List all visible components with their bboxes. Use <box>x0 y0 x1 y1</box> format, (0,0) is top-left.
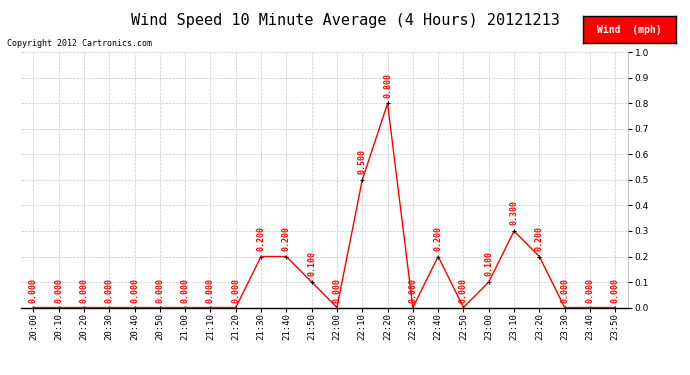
Text: 0.000: 0.000 <box>181 278 190 303</box>
Text: 0.000: 0.000 <box>408 278 417 303</box>
Text: 0.000: 0.000 <box>155 278 164 303</box>
Text: 0.000: 0.000 <box>333 278 342 303</box>
Text: 0.000: 0.000 <box>29 278 38 303</box>
Text: Wind Speed 10 Minute Average (4 Hours) 20121213: Wind Speed 10 Minute Average (4 Hours) 2… <box>130 13 560 28</box>
Text: 0.100: 0.100 <box>307 252 316 276</box>
Text: 0.200: 0.200 <box>282 226 291 251</box>
Text: 0.000: 0.000 <box>105 278 114 303</box>
Text: 0.000: 0.000 <box>54 278 63 303</box>
Text: 0.100: 0.100 <box>484 252 493 276</box>
Text: 0.200: 0.200 <box>535 226 544 251</box>
Text: 0.300: 0.300 <box>509 201 519 225</box>
Text: Copyright 2012 Cartronics.com: Copyright 2012 Cartronics.com <box>7 39 152 48</box>
Text: 0.000: 0.000 <box>611 278 620 303</box>
Text: 0.000: 0.000 <box>231 278 240 303</box>
Text: 0.000: 0.000 <box>130 278 139 303</box>
Text: 0.000: 0.000 <box>459 278 468 303</box>
Text: 0.200: 0.200 <box>433 226 443 251</box>
Text: 0.500: 0.500 <box>357 150 367 174</box>
Text: 0.800: 0.800 <box>383 73 392 98</box>
Text: 0.000: 0.000 <box>79 278 88 303</box>
Text: 0.200: 0.200 <box>257 226 266 251</box>
Text: Wind  (mph): Wind (mph) <box>598 25 662 34</box>
Text: 0.000: 0.000 <box>560 278 569 303</box>
Text: 0.000: 0.000 <box>206 278 215 303</box>
Text: 0.000: 0.000 <box>585 278 595 303</box>
